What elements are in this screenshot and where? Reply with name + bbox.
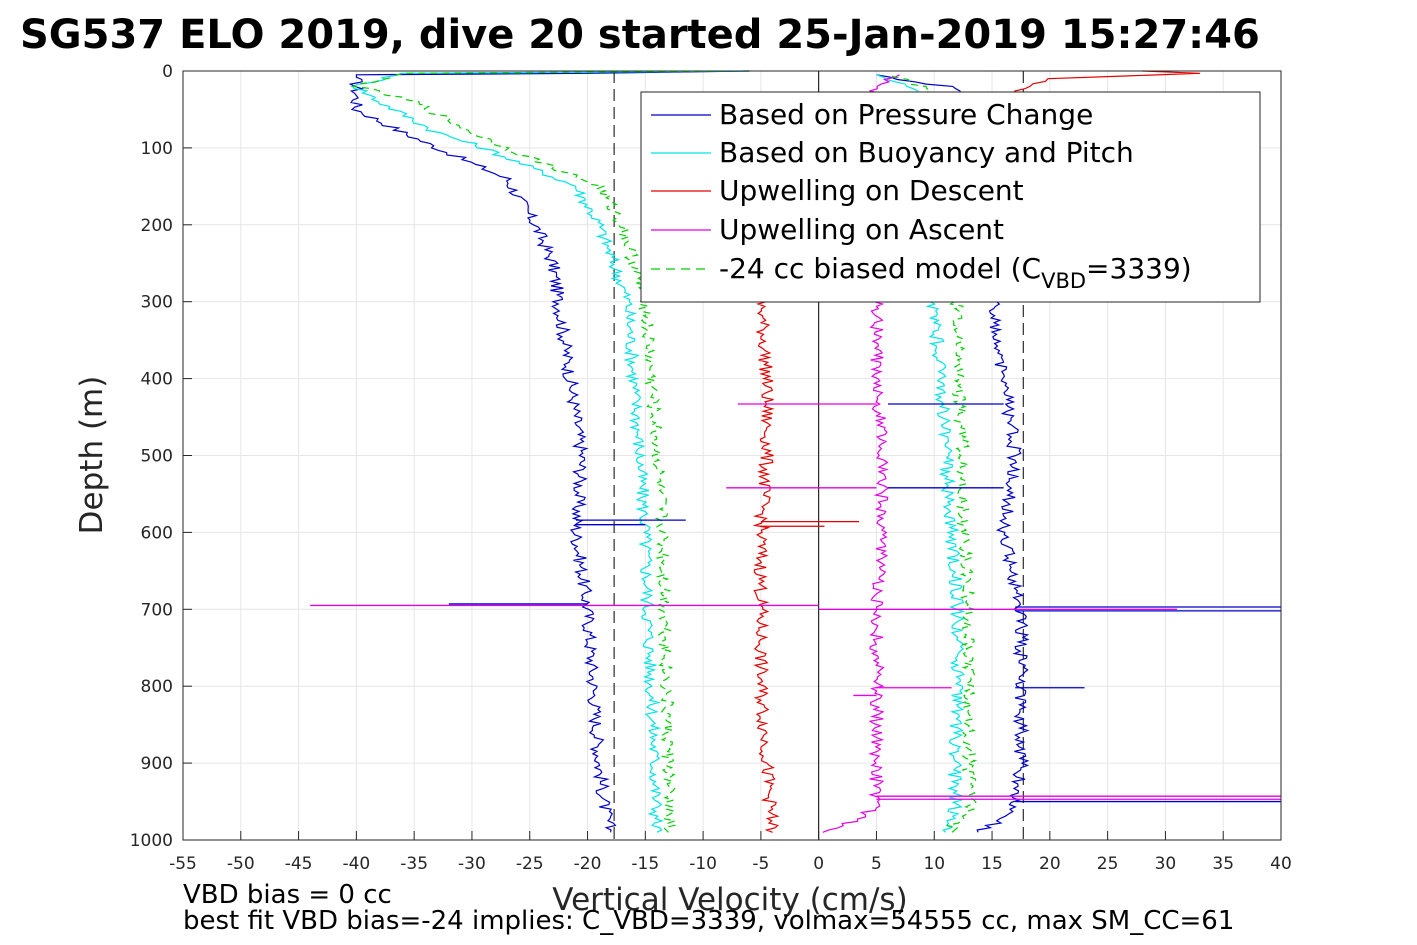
- series-24-cc-biased-model-c-descent: [350, 70, 750, 833]
- x-tick-label: 35: [1212, 854, 1234, 874]
- legend-subscript: VBD: [1041, 269, 1086, 293]
- y-tick-label: 100: [141, 139, 173, 159]
- x-tick-label: -5: [752, 854, 769, 874]
- legend-suffix: =3339): [1086, 252, 1192, 285]
- x-tick-label: 30: [1155, 854, 1177, 874]
- x-axis-ticks: -55 -50 -45 -40 -35 -30 -25 -20 -15 -10 -5 0 5 10 15 20…: [169, 831, 1292, 874]
- x-tick-label: -45: [285, 854, 313, 874]
- series-based-on-buoyancy-and-pitch-descent: [351, 70, 750, 833]
- legend-label: Based on Pressure Change: [719, 98, 1093, 131]
- x-tick-label: -30: [458, 854, 486, 874]
- series-based-on-pressure-change-descent: [348, 70, 750, 833]
- x-tick-label: -25: [516, 854, 544, 874]
- y-tick-label: 1000: [130, 831, 173, 851]
- y-tick-label: 500: [141, 447, 173, 467]
- x-tick-label: -35: [400, 854, 428, 874]
- x-tick-label: -50: [227, 854, 255, 874]
- y-tick-label: 700: [141, 600, 173, 620]
- x-tick-label: -55: [169, 854, 197, 874]
- x-tick-label: -40: [342, 854, 370, 874]
- legend-label: Upwelling on Descent: [719, 174, 1024, 207]
- y-tick-label: 300: [141, 293, 173, 313]
- y-tick-label: 200: [141, 216, 173, 236]
- x-tick-label: 15: [981, 854, 1003, 874]
- legend-label: Based on Buoyancy and Pitch: [719, 136, 1134, 169]
- y-tick-label: 600: [141, 523, 173, 543]
- x-tick-label: 5: [871, 854, 882, 874]
- series-24-cc-biased-model-c-ascent: [887, 74, 978, 833]
- y-axis-ticks: 0 100 200 300 400 500 600 700 800 900 1000: [130, 62, 192, 851]
- y-axis-label: Depth (m): [74, 376, 110, 535]
- x-tick-label: 20: [1039, 854, 1061, 874]
- y-tick-label: 400: [141, 370, 173, 390]
- legend: Based on Pressure Change Based on Buoyanc…: [640, 91, 1261, 303]
- legend-label: Upwelling on Ascent: [719, 213, 1004, 246]
- y-tick-label: 900: [141, 754, 173, 774]
- x-tick-label: 40: [1270, 854, 1292, 874]
- chart-title: SG537 ELO 2019, dive 20 started 25-Jan-2…: [20, 12, 1260, 58]
- x-tick-label: -10: [689, 854, 717, 874]
- x-tick-label: -15: [631, 854, 659, 874]
- legend-box: [640, 91, 1261, 303]
- x-axis-label: Vertical Velocity (cm/s): [552, 882, 907, 918]
- x-tick-label: 10: [923, 854, 945, 874]
- x-tick-label: 0: [813, 854, 824, 874]
- x-tick-label: -20: [574, 854, 602, 874]
- best-fit-note: best fit VBD bias=-24 implies: C_VBD=333…: [183, 906, 1234, 936]
- y-tick-label: 0: [162, 62, 173, 82]
- x-tick-label: 25: [1097, 854, 1119, 874]
- y-tick-label: 800: [141, 677, 173, 697]
- vbd-bias-note: VBD bias = 0 cc: [183, 880, 392, 910]
